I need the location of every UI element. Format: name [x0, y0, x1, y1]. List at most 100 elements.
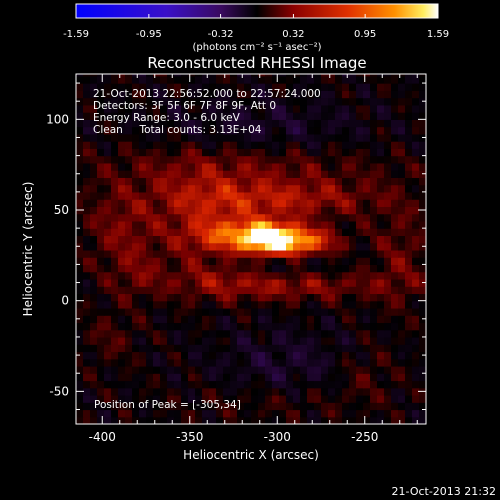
heatmap-cell	[349, 264, 357, 273]
heatmap-cell	[314, 148, 322, 157]
heatmap-cell	[258, 119, 266, 128]
heatmap-cell	[363, 242, 371, 251]
heatmap-cell	[265, 184, 273, 193]
heatmap-cell	[419, 416, 426, 424]
heatmap-cell	[286, 307, 294, 316]
heatmap-cell	[356, 177, 364, 186]
heatmap-cell	[251, 155, 259, 164]
heatmap-cell	[160, 97, 168, 106]
heatmap-cell	[230, 141, 238, 149]
heatmap-cell	[300, 133, 308, 142]
heatmap-cell	[202, 278, 210, 287]
heatmap-cell	[300, 83, 308, 91]
heatmap-cell	[377, 336, 385, 345]
heatmap-cell	[195, 213, 203, 222]
heatmap-cell	[307, 394, 315, 403]
heatmap-cell	[118, 336, 126, 345]
heatmap-cell	[83, 119, 91, 128]
heatmap-cell	[279, 148, 287, 157]
heatmap-cell	[223, 119, 231, 128]
heatmap-cell	[342, 220, 350, 229]
heatmap-cell	[286, 90, 294, 99]
heatmap-cell	[90, 365, 98, 374]
heatmap-cell	[111, 242, 119, 251]
heatmap-cell	[132, 249, 140, 258]
heatmap-cell	[412, 97, 420, 106]
heatmap-cell	[272, 184, 280, 193]
heatmap-cell	[307, 409, 315, 418]
heatmap-cell	[118, 257, 126, 266]
heatmap-cell	[244, 293, 252, 302]
heatmap-cell	[251, 344, 259, 353]
heatmap-cell	[405, 228, 413, 236]
heatmap-cell	[251, 322, 259, 331]
heatmap-cell	[251, 75, 259, 84]
colorbar-tick-label: -0.95	[136, 29, 162, 40]
heatmap-cell	[342, 104, 350, 113]
heatmap-cell	[244, 74, 252, 77]
heatmap-cell	[104, 286, 112, 295]
heatmap-cell	[363, 199, 371, 207]
heatmap-cell	[356, 235, 364, 244]
heatmap-cell	[104, 271, 112, 280]
heatmap-cell	[398, 97, 406, 106]
heatmap-cell	[146, 300, 154, 309]
heatmap-cell	[384, 394, 392, 403]
heatmap-cell	[342, 242, 350, 251]
heatmap-cell	[216, 416, 224, 424]
heatmap-cell	[321, 119, 329, 128]
heatmap-cell	[209, 74, 217, 77]
heatmap-cell	[244, 344, 252, 353]
heatmap-cell	[90, 162, 98, 171]
heatmap-cell	[202, 242, 210, 251]
heatmap-cell	[335, 315, 343, 324]
heatmap-cell	[181, 126, 189, 135]
heatmap-cell	[321, 336, 329, 345]
heatmap-cell	[349, 206, 357, 215]
heatmap-cell	[90, 249, 98, 258]
heatmap-cell	[258, 74, 266, 77]
heatmap-cell	[160, 344, 168, 353]
heatmap-cell	[230, 162, 238, 171]
heatmap-cell	[132, 90, 140, 99]
heatmap-cell	[97, 97, 105, 106]
heatmap-cell	[167, 293, 175, 302]
heatmap-cell	[209, 242, 217, 251]
heatmap-cell	[132, 380, 140, 389]
heatmap-cell	[412, 148, 420, 157]
heatmap-cell	[258, 126, 266, 135]
heatmap-cell	[111, 315, 119, 324]
heatmap-cell	[321, 300, 329, 309]
heatmap-cell	[216, 264, 224, 273]
heatmap-cell	[356, 170, 364, 178]
heatmap-cell	[356, 358, 364, 367]
heatmap-cell	[83, 286, 91, 295]
heatmap-cell	[146, 329, 154, 338]
heatmap-cell	[195, 322, 203, 331]
heatmap-cell	[335, 257, 343, 266]
heatmap-cell	[377, 141, 385, 149]
heatmap-cell	[286, 351, 294, 360]
heatmap-cell	[398, 170, 406, 178]
heatmap-cell	[398, 358, 406, 367]
heatmap-cell	[181, 286, 189, 295]
heatmap-cell	[342, 293, 350, 302]
heatmap-cell	[384, 373, 392, 382]
heatmap-cell	[97, 74, 105, 77]
heatmap-cell	[125, 104, 133, 113]
heatmap-cell	[97, 104, 105, 113]
heatmap-cell	[265, 126, 273, 135]
heatmap-cell	[265, 199, 273, 207]
heatmap-cell	[244, 365, 252, 374]
heatmap-cell	[265, 228, 273, 236]
heatmap-cell	[202, 351, 210, 360]
heatmap-cell	[349, 300, 357, 309]
heatmap-cell	[202, 90, 210, 99]
heatmap-cell	[244, 155, 252, 164]
heatmap-cell	[314, 104, 322, 113]
heatmap-cell	[363, 90, 371, 99]
heatmap-cell	[272, 177, 280, 186]
heatmap-cell	[251, 228, 259, 236]
heatmap-cell	[90, 155, 98, 164]
heatmap-cell	[237, 191, 245, 200]
